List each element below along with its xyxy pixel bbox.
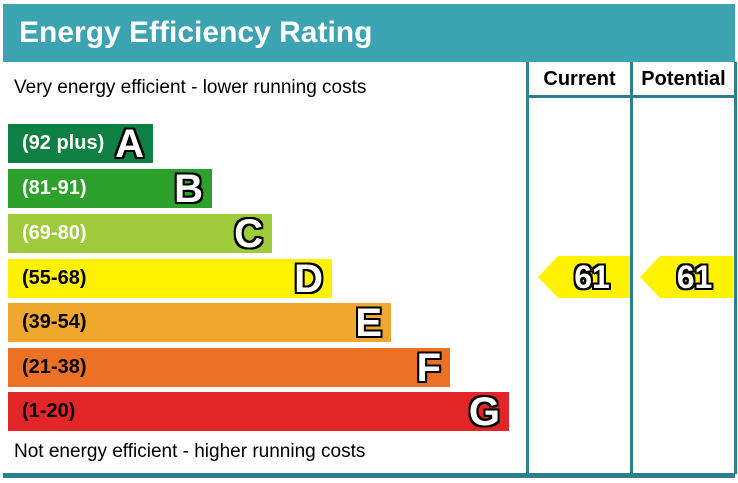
band-range-label: (39-54): [22, 311, 87, 333]
grid-line-left: [526, 62, 529, 474]
band-row-g: (1-20) G: [8, 389, 509, 434]
band-range-label: (55-68): [22, 267, 87, 289]
band-letter: C: [234, 211, 263, 256]
band-letter: F: [416, 345, 441, 390]
band-range-label: (92 plus): [22, 132, 105, 154]
band-row-d: (55-68) D: [8, 256, 332, 301]
band-row-c: (69-80) C: [8, 211, 272, 256]
band-letter: G: [468, 389, 500, 434]
grid-line-middle: [630, 62, 633, 474]
band-range-label: (69-80): [22, 222, 87, 244]
band-range-label: (21-38): [22, 356, 87, 378]
header-underline: [526, 95, 737, 98]
band-letter: A: [115, 121, 144, 166]
band-row-b: (81-91) B: [8, 166, 212, 211]
grid-line-right: [734, 62, 737, 474]
column-header-current: Current: [543, 67, 616, 90]
band-range-label: (1-20): [22, 400, 76, 422]
chart-title: Energy Efficiency Rating: [19, 16, 373, 49]
chart-bottom-border: [3, 473, 735, 478]
column-header-potential: Potential: [641, 67, 726, 90]
band-row-f: (21-38) F: [8, 345, 450, 390]
band-row-e: (39-54) E: [8, 300, 391, 345]
potential-rating-arrow: 61: [640, 256, 733, 298]
top-caption: Very energy efficient - lower running co…: [14, 77, 367, 98]
band-row-a: (92 plus) A: [8, 121, 153, 166]
band-letter: E: [355, 300, 382, 345]
current-rating-value: 61: [574, 259, 610, 295]
band-letter: B: [174, 166, 203, 211]
band-range-label: (81-91): [22, 177, 87, 199]
current-rating-arrow: 61: [538, 256, 630, 298]
band-letter: D: [294, 256, 323, 301]
bottom-caption: Not energy efficient - higher running co…: [14, 441, 366, 462]
chart-title-bar: Energy Efficiency Rating: [3, 4, 735, 62]
potential-rating-value: 61: [676, 259, 713, 295]
